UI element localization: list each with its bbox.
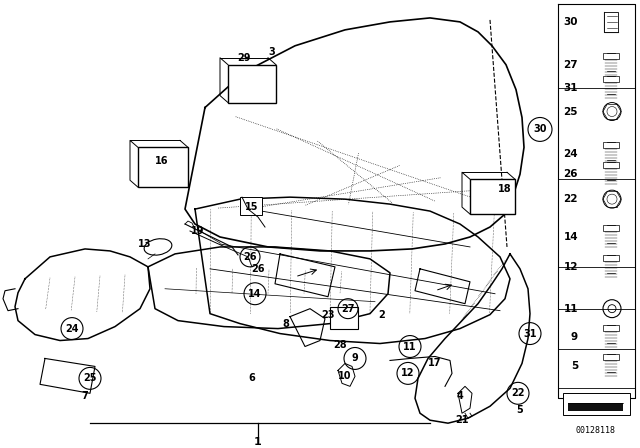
Text: 24: 24 <box>65 323 79 334</box>
Text: 11: 11 <box>563 304 578 314</box>
Text: 21: 21 <box>455 415 468 425</box>
Text: 00128118: 00128118 <box>575 426 615 435</box>
Text: 30: 30 <box>533 125 547 134</box>
FancyBboxPatch shape <box>568 395 623 403</box>
Text: 10: 10 <box>339 371 352 381</box>
Text: 1: 1 <box>254 437 262 447</box>
Text: 2: 2 <box>379 310 385 319</box>
Text: 24: 24 <box>563 149 578 159</box>
Text: 4: 4 <box>456 391 463 401</box>
FancyBboxPatch shape <box>603 255 619 261</box>
Text: 30: 30 <box>563 17 578 27</box>
Text: 3: 3 <box>269 47 275 57</box>
Text: 22: 22 <box>563 194 578 204</box>
Text: 12: 12 <box>401 368 415 379</box>
FancyBboxPatch shape <box>603 354 619 361</box>
Text: 19: 19 <box>191 226 205 236</box>
Text: 31: 31 <box>563 82 578 93</box>
Text: 26: 26 <box>563 169 578 179</box>
Text: 25: 25 <box>83 373 97 383</box>
Text: 23: 23 <box>321 310 335 319</box>
Text: 5: 5 <box>516 405 524 415</box>
Text: 8: 8 <box>283 319 289 328</box>
Text: 9: 9 <box>571 332 578 341</box>
Text: 25: 25 <box>563 107 578 116</box>
FancyBboxPatch shape <box>603 53 619 59</box>
Text: 11: 11 <box>403 341 417 352</box>
Text: 14: 14 <box>563 232 578 242</box>
Text: 12: 12 <box>563 262 578 272</box>
Text: 13: 13 <box>138 239 152 249</box>
FancyBboxPatch shape <box>604 12 618 32</box>
Text: 29: 29 <box>237 53 251 63</box>
Text: 17: 17 <box>428 358 442 368</box>
FancyBboxPatch shape <box>603 225 619 231</box>
Text: 5: 5 <box>571 362 578 371</box>
Text: 14: 14 <box>248 289 262 299</box>
Text: 31: 31 <box>524 328 537 339</box>
FancyBboxPatch shape <box>228 65 276 103</box>
Text: 26: 26 <box>243 252 257 262</box>
Text: 18: 18 <box>498 184 512 194</box>
Text: 9: 9 <box>351 353 358 363</box>
FancyBboxPatch shape <box>603 142 619 148</box>
FancyBboxPatch shape <box>568 403 623 411</box>
FancyBboxPatch shape <box>603 325 619 331</box>
FancyBboxPatch shape <box>603 162 619 168</box>
FancyBboxPatch shape <box>563 393 630 415</box>
Text: 26: 26 <box>252 264 265 274</box>
FancyBboxPatch shape <box>603 76 619 82</box>
Text: 27: 27 <box>341 304 355 314</box>
FancyBboxPatch shape <box>138 147 188 187</box>
FancyBboxPatch shape <box>240 197 262 215</box>
FancyBboxPatch shape <box>330 307 358 328</box>
Text: 15: 15 <box>245 202 259 212</box>
Text: 27: 27 <box>563 60 578 70</box>
Text: 6: 6 <box>248 373 255 383</box>
Text: 22: 22 <box>511 388 525 398</box>
Text: 7: 7 <box>82 391 88 401</box>
Text: 16: 16 <box>156 156 169 166</box>
FancyBboxPatch shape <box>470 179 515 214</box>
Text: 28: 28 <box>333 340 347 349</box>
